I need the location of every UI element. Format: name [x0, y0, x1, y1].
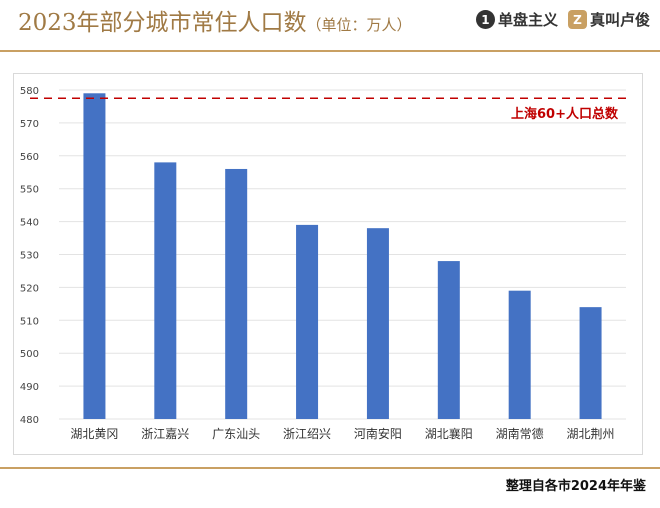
bar [225, 168, 248, 419]
reference-line-label: 上海60+人口总数 [511, 106, 619, 122]
y-tick-label: 550 [20, 185, 39, 196]
x-tick-label: 湖北荆州 [567, 426, 615, 441]
bar [579, 307, 602, 419]
x-tick-label: 浙江绍兴 [283, 427, 331, 441]
header: 2023年部分城市常住人口数（单位：万人） 1 单盘主义 Z 真叫卢俊 [0, 0, 660, 44]
x-tick-label: 湖北襄阳 [425, 426, 473, 441]
x-tick-label: 河南安阳 [354, 426, 402, 441]
y-tick-label: 570 [20, 119, 39, 130]
bar [83, 93, 106, 419]
y-tick-label: 560 [20, 152, 39, 163]
y-tick-label: 510 [20, 316, 39, 327]
chart-title: 2023年部分城市常住人口数（单位：万人） [18, 3, 412, 37]
brand-logo-2: Z 真叫卢俊 [567, 9, 650, 30]
y-tick-label: 490 [20, 382, 39, 393]
y-tick-label: 520 [20, 283, 39, 294]
y-tick-label: 480 [20, 415, 39, 426]
y-tick-label: 500 [20, 349, 39, 360]
brand-2-label: 真叫卢俊 [589, 11, 650, 29]
bar [154, 162, 177, 419]
x-tick-label: 湖北黄冈 [70, 426, 118, 441]
logos: 1 单盘主义 Z 真叫卢俊 [475, 9, 650, 30]
source-note: 整理自各市2024年年鉴 [505, 479, 646, 494]
x-tick-label: 浙江嘉兴 [141, 427, 189, 441]
bar-chart: 480 490 500 510 520 530 540 550 560 570 580 湖北黄冈 浙江嘉… [20, 86, 626, 441]
x-tick-label: 湖南常德 [496, 426, 544, 441]
chart-frame: 480 490 500 510 520 530 540 550 560 570 580 湖北黄冈 浙江嘉… [13, 73, 643, 455]
top-rule [0, 50, 660, 52]
title-unit: （单位：万人） [306, 16, 412, 34]
y-tick-label: 580 [20, 86, 39, 97]
y-tick-label: 540 [20, 218, 39, 229]
x-tick-label: 广东汕头 [212, 427, 260, 441]
bar [437, 261, 460, 419]
brand-1-icon: 1 [475, 10, 495, 29]
bar [508, 290, 531, 419]
brand-2-icon: Z [567, 10, 587, 29]
brand-1-label: 单盘主义 [497, 11, 558, 29]
bar [366, 228, 389, 419]
brand-logo-1: 1 单盘主义 [475, 9, 558, 30]
title-text: 2023年部分城市常住人口数 [18, 10, 307, 36]
bar [296, 224, 319, 419]
y-tick-label: 530 [20, 251, 39, 262]
bottom-rule [0, 467, 660, 469]
